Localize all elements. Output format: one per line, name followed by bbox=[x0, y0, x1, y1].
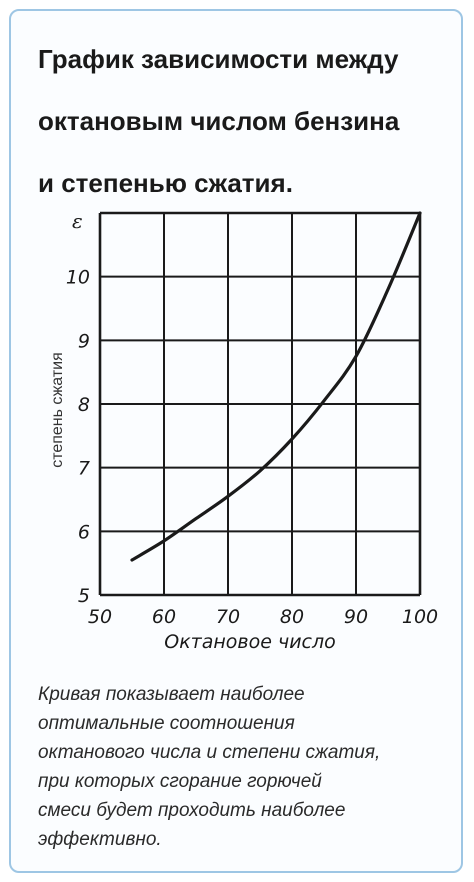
x-tick-label: 80 bbox=[280, 606, 304, 628]
y-tick-label: 6 bbox=[78, 521, 90, 543]
x-tick-label: 50 bbox=[88, 606, 112, 628]
x-tick-label: 100 bbox=[402, 606, 438, 628]
panel-frame bbox=[9, 9, 463, 873]
x-tick-label: 90 bbox=[344, 606, 368, 628]
y-tick-label: 10 bbox=[66, 267, 90, 289]
chart-series-line bbox=[130, 211, 422, 562]
chart-caption: Кривая показывает наиболее оптимальные с… bbox=[38, 684, 381, 850]
chart-title: График зависимости между октановым число… bbox=[38, 44, 400, 198]
chart: 50 60 70 80 90 100 5 6 7 8 9 10 ε степень сжатия Ок… bbox=[49, 209, 438, 653]
chart-ticks: 50 60 70 80 90 100 5 6 7 8 9 10 bbox=[66, 267, 438, 628]
y-axis-label: степень сжатия bbox=[49, 352, 66, 468]
y-tick-label: 7 bbox=[78, 458, 90, 480]
x-axis-label: Октановое число bbox=[164, 631, 336, 653]
chart-grid bbox=[98, 211, 422, 597]
y-tick-label: 9 bbox=[78, 330, 90, 352]
x-tick-label: 70 bbox=[216, 606, 240, 628]
y-tick-label: 5 bbox=[78, 585, 90, 607]
y-tick-label: 8 bbox=[78, 394, 90, 416]
y-axis-symbol: ε bbox=[72, 209, 83, 233]
x-tick-label: 60 bbox=[152, 606, 176, 628]
